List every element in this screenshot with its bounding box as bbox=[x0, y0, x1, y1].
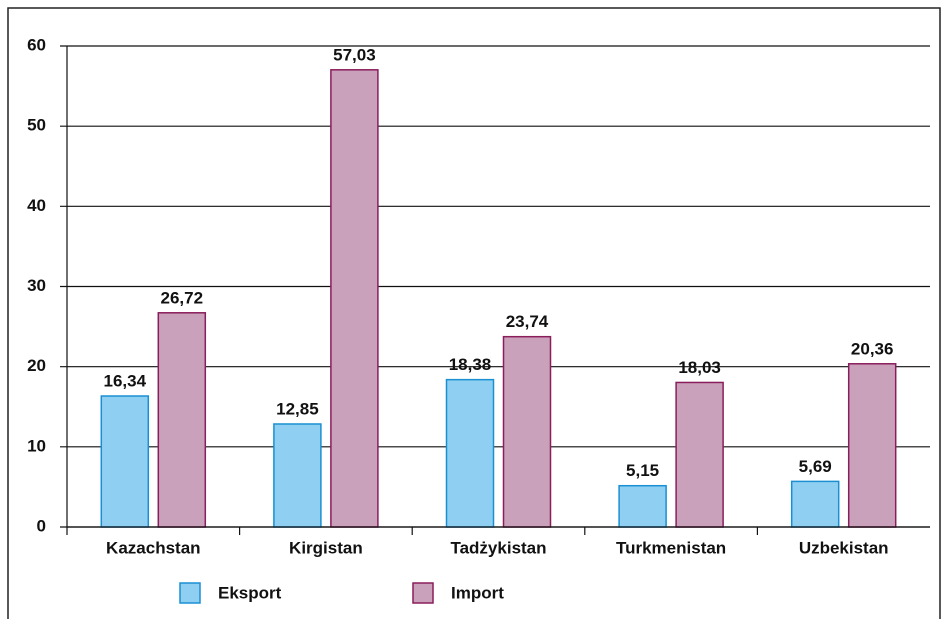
bar bbox=[847, 363, 897, 528]
value-label: 16,34 bbox=[104, 371, 147, 390]
y-tick-label: 40 bbox=[27, 196, 46, 215]
value-label: 20,36 bbox=[851, 339, 894, 358]
x-tick-label: Tadżykistan bbox=[450, 538, 546, 557]
bar bbox=[157, 312, 207, 528]
value-label: 5,15 bbox=[626, 461, 659, 480]
legend-swatch bbox=[179, 582, 201, 604]
y-tick-label: 60 bbox=[27, 35, 46, 54]
bar bbox=[330, 69, 379, 528]
value-label: 12,85 bbox=[276, 399, 319, 418]
frame bbox=[7, 7, 941, 619]
value-label: 26,72 bbox=[161, 288, 204, 307]
bar bbox=[790, 480, 840, 528]
y-tick-label: 50 bbox=[27, 116, 46, 135]
legend-label: Eksport bbox=[218, 583, 282, 602]
x-tick-label: Turkmenistan bbox=[616, 538, 726, 557]
value-label: 18,03 bbox=[678, 358, 721, 377]
value-label: 18,38 bbox=[449, 355, 492, 374]
bar bbox=[445, 378, 495, 528]
x-tick-label: Kirgistan bbox=[289, 538, 363, 557]
bar bbox=[502, 335, 552, 528]
x-tick-label: Uzbekistan bbox=[799, 538, 889, 557]
y-tick-label: 30 bbox=[27, 276, 46, 295]
bar bbox=[100, 395, 150, 528]
y-tick-label: 10 bbox=[27, 436, 46, 455]
y-tick-label: 20 bbox=[27, 356, 46, 375]
y-tick-label: 0 bbox=[37, 516, 46, 535]
bar bbox=[618, 484, 667, 528]
x-tick-label: Kazachstan bbox=[106, 538, 200, 557]
legend-swatch bbox=[412, 582, 434, 604]
value-label: 57,03 bbox=[333, 45, 376, 64]
value-label: 5,69 bbox=[799, 457, 832, 476]
legend-label: Import bbox=[451, 583, 504, 602]
bar bbox=[273, 423, 322, 528]
value-label: 23,74 bbox=[506, 312, 549, 331]
bar bbox=[675, 381, 724, 528]
